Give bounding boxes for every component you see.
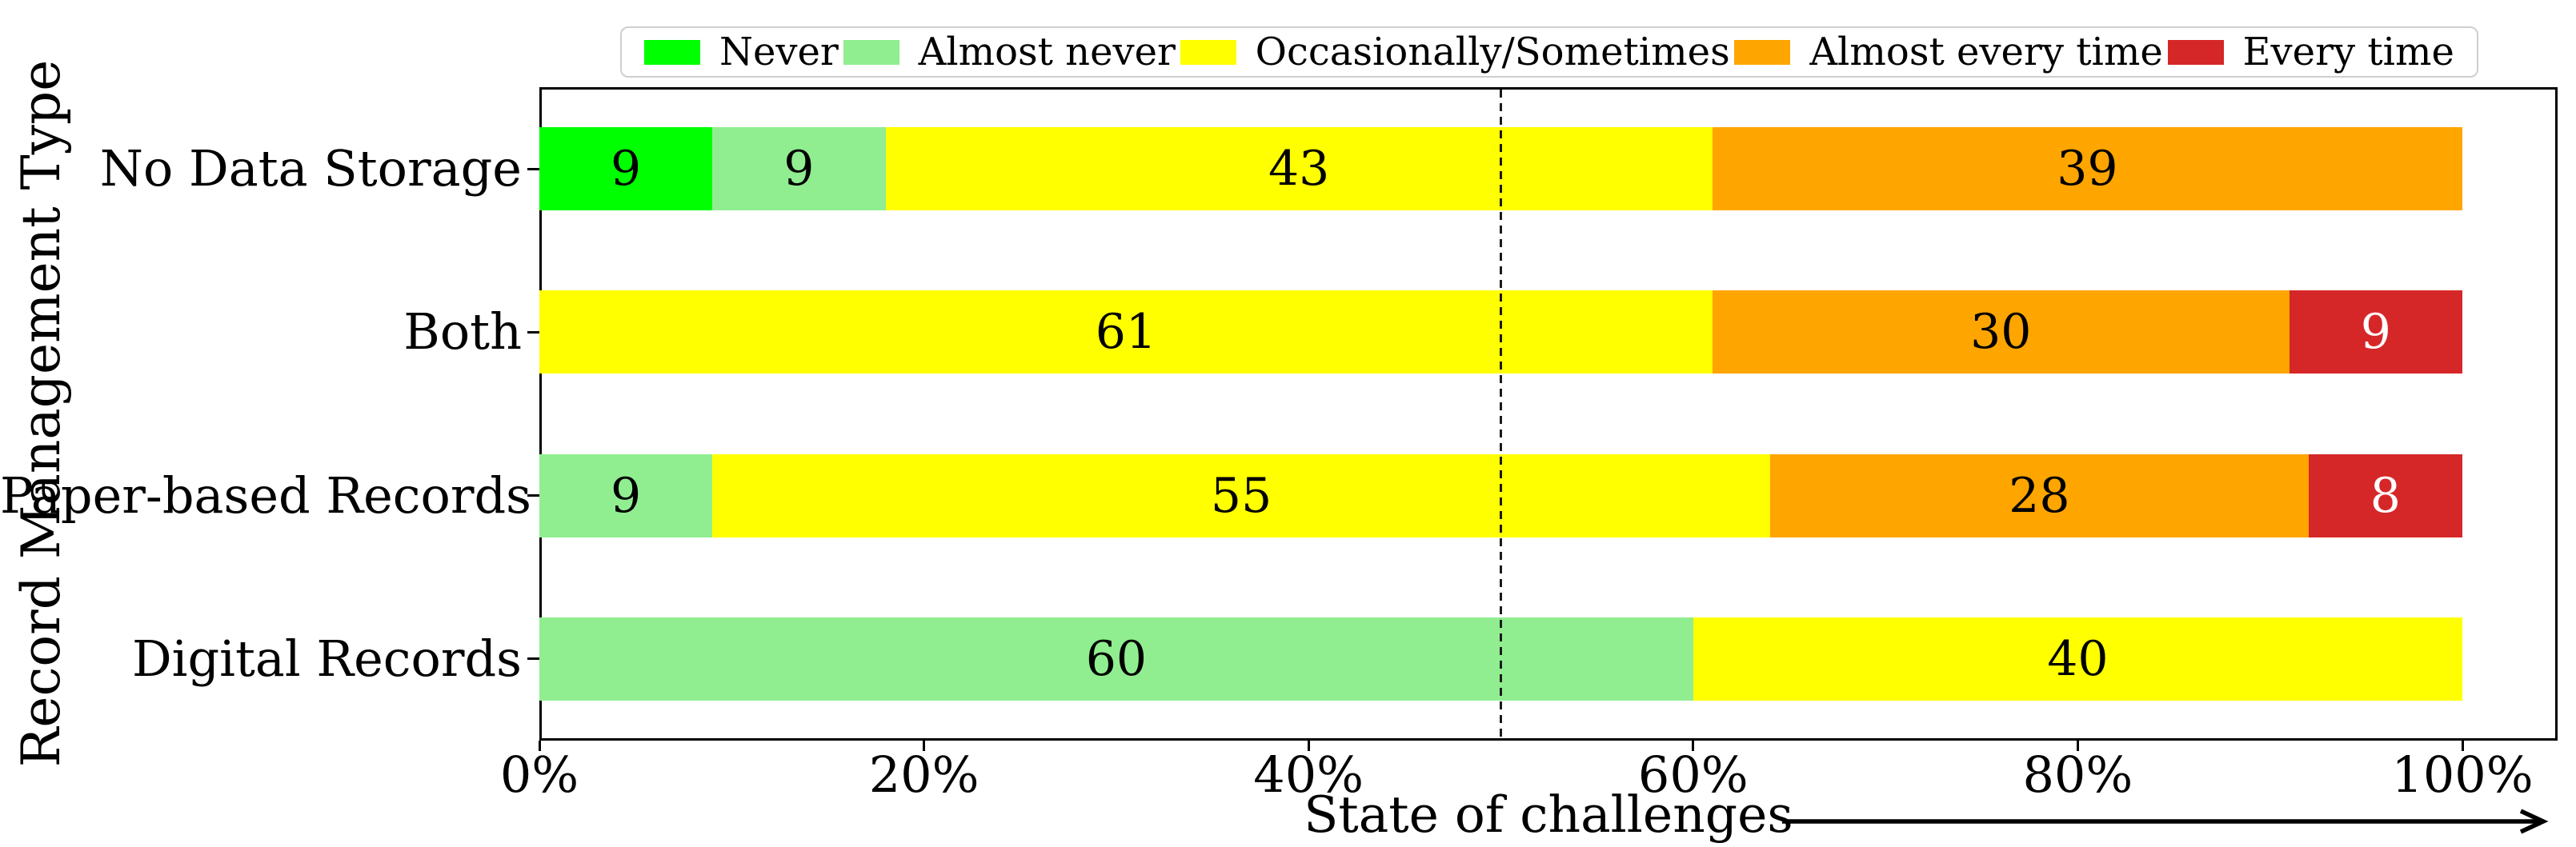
x-axis-title: State of challenges [1304, 785, 1793, 844]
bar-value-label: 9 [611, 141, 642, 198]
x-tick-label: 80% [2022, 745, 2133, 804]
y-tick-mark [527, 494, 539, 497]
x-tick-label: 60% [1637, 745, 1749, 804]
legend-label: Never [719, 30, 839, 74]
legend-label: Every time [2242, 30, 2454, 74]
x-tick-label: 0% [499, 745, 579, 804]
bar-segment: 9 [712, 127, 886, 211]
bar-value-label: 61 [1095, 304, 1157, 361]
bar-segment: 43 [885, 127, 1713, 211]
plot-area-border [539, 87, 2558, 741]
category-label: No Data Storage [99, 139, 522, 198]
bar-value-label: 60 [1085, 630, 1148, 687]
x-axis-arrow-icon [1782, 809, 2549, 834]
category-label: Both [403, 302, 522, 362]
y-tick-mark [527, 167, 539, 170]
legend-swatch-icon [1734, 39, 1791, 65]
bar-segment: 28 [1769, 453, 2309, 537]
bar-value-label: 9 [2360, 304, 2391, 361]
bar-segment: 9 [539, 453, 713, 537]
x-tick-mark [538, 741, 541, 751]
bar-segment: 30 [1712, 290, 2290, 374]
bar-segment: 55 [712, 453, 1770, 537]
legend-item: Almost never [843, 31, 1176, 73]
legend-swatch-icon [1180, 39, 1236, 65]
x-tick-mark [1692, 741, 1695, 751]
legend-item: Almost every time [1734, 30, 2163, 74]
bar-segment: 40 [1693, 617, 2462, 701]
legend-label: Almost never [918, 30, 1176, 74]
bar-segment: 60 [539, 617, 1693, 701]
bar-value-label: 43 [1268, 141, 1330, 198]
bar-value-label: 9 [783, 141, 815, 198]
y-tick-mark [527, 330, 539, 334]
reference-line-50pct [1500, 90, 1502, 738]
bar-value-label: 30 [1970, 304, 2032, 361]
x-tick-mark [923, 741, 926, 751]
legend: Never Almost never Occasionally/Sometimes A… [620, 26, 2478, 78]
legend-swatch-icon [843, 39, 899, 65]
bar-segment: 61 [539, 290, 1713, 374]
x-tick-mark [2076, 741, 2079, 751]
y-tick-mark [527, 657, 539, 661]
bar-value-label: 39 [2057, 141, 2118, 198]
legend-item: Never [644, 31, 839, 73]
legend-item: Occasionally/Sometimes [1180, 31, 1730, 73]
category-label: Digital Records [131, 629, 522, 688]
category-label: Paper-based Records [0, 465, 531, 525]
bar-segment: 9 [2289, 290, 2462, 374]
bar-segment: 39 [1712, 127, 2462, 211]
x-tick-label: 20% [868, 745, 980, 804]
bar-segment: 8 [2308, 453, 2462, 537]
x-tick-label: 100% [2391, 745, 2534, 804]
bar-value-label: 8 [2370, 467, 2401, 524]
bar-value-label: 40 [2047, 630, 2109, 687]
x-tick-label: 40% [1253, 745, 1364, 804]
legend-item: Every time [2167, 30, 2454, 74]
bar-value-label: 28 [2009, 467, 2070, 524]
legend-label: Occasionally/Sometimes [1255, 30, 1730, 74]
bar-value-label: 9 [611, 467, 642, 524]
x-tick-mark [2461, 741, 2464, 751]
bar-segment: 9 [539, 127, 713, 211]
legend-swatch-icon [2167, 39, 2224, 65]
legend-label: Almost every time [1809, 30, 2163, 74]
x-tick-mark [1307, 741, 1310, 751]
bar-value-label: 55 [1210, 467, 1272, 524]
legend-swatch-icon [644, 39, 700, 65]
